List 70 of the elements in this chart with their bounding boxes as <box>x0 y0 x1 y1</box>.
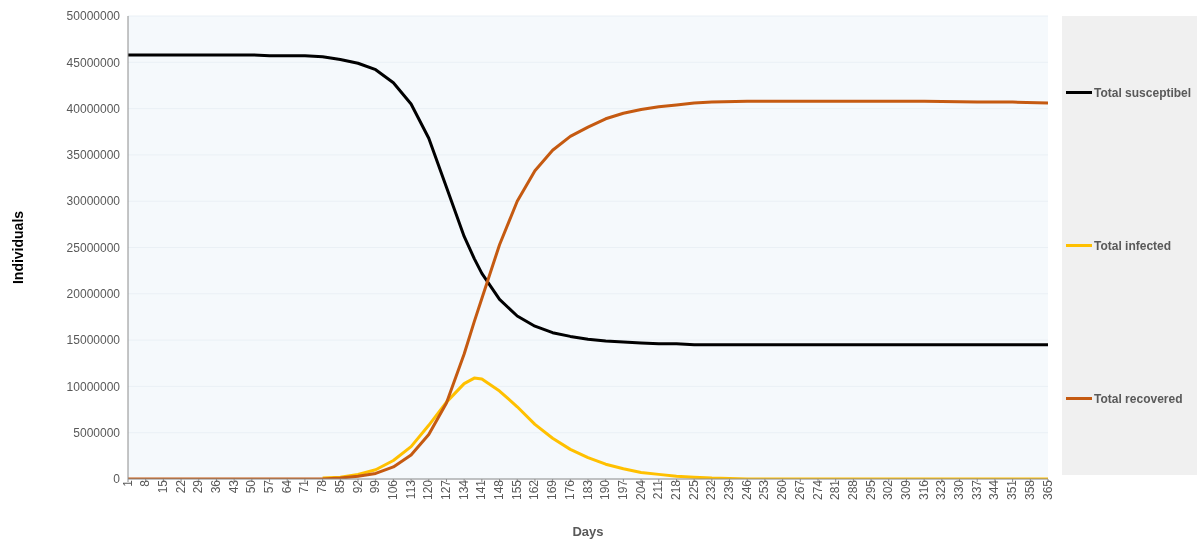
legend-label: Total susceptibel <box>1094 85 1192 100</box>
x-tick-label: 316 <box>916 479 931 501</box>
x-tick-label: 253 <box>757 479 772 501</box>
x-tick-label: 288 <box>845 479 860 501</box>
x-tick-label: 239 <box>722 479 737 501</box>
x-tick-label: 323 <box>934 479 949 501</box>
x-tick-label: 337 <box>969 479 984 501</box>
x-tick-label: 15 <box>155 479 170 494</box>
x-tick-label: 106 <box>385 479 400 501</box>
x-tick-label: 274 <box>810 479 825 501</box>
x-tick-label: 176 <box>562 479 577 501</box>
x-tick-label: 197 <box>615 479 630 501</box>
x-tick-label: 120 <box>421 479 436 501</box>
x-tick-label: 64 <box>279 479 294 494</box>
x-tick-label: 127 <box>438 479 453 501</box>
x-tick-label: 246 <box>739 479 754 501</box>
x-tick-label: 295 <box>863 479 878 501</box>
x-tick-label: 113 <box>403 479 418 500</box>
y-tick-label: 25000000 <box>66 240 121 255</box>
x-tick-label: 190 <box>598 479 613 501</box>
x-tick-label: 260 <box>775 479 790 501</box>
y-tick-label: 20000000 <box>66 287 121 302</box>
x-tick-label: 169 <box>545 479 560 501</box>
y-tick-label: 40000000 <box>66 101 121 116</box>
y-tick-label: 35000000 <box>66 148 121 163</box>
x-tick-label: 22 <box>173 479 188 494</box>
x-tick-label: 211 <box>651 479 666 500</box>
y-tick-label: 30000000 <box>66 194 121 209</box>
legend-label: Total recovered <box>1094 391 1183 406</box>
y-tick-label: 10000000 <box>66 379 121 394</box>
line-series <box>128 53 1048 347</box>
x-tick-label: 218 <box>668 479 683 501</box>
x-tick-label: 365 <box>1040 479 1055 501</box>
x-tick-label: 141 <box>474 479 489 501</box>
x-tick-label: 85 <box>332 479 347 494</box>
x-tick-label: 204 <box>633 479 648 501</box>
x-tick-label: 8 <box>138 479 153 487</box>
x-tick-label: 99 <box>368 479 383 494</box>
x-tick-label: 57 <box>262 479 277 494</box>
x-axis-title: Days <box>572 524 604 539</box>
x-tick-label: 281 <box>828 479 843 501</box>
x-tick-label: 302 <box>881 479 896 501</box>
x-tick-label: 225 <box>686 479 701 501</box>
x-tick-label: 344 <box>987 479 1002 501</box>
x-tick-label: 358 <box>1022 479 1037 501</box>
x-tick-label: 155 <box>509 479 524 501</box>
x-tick-label: 43 <box>226 479 241 494</box>
x-tick-label: 148 <box>492 479 507 501</box>
x-tick-label: 134 <box>456 479 471 501</box>
x-tick-label: 183 <box>580 479 595 501</box>
x-tick-label: 162 <box>527 479 542 501</box>
y-tick-label: 45000000 <box>66 55 121 70</box>
x-tick-label: 330 <box>952 479 967 501</box>
x-tick-label: 92 <box>350 479 365 494</box>
x-tick-label: 351 <box>1005 479 1020 501</box>
x-tick-label: 50 <box>244 479 259 494</box>
y-tick-label: 15000000 <box>66 333 121 348</box>
x-tick-label: 1 <box>120 479 135 487</box>
y-tick-label: 50000000 <box>66 9 121 24</box>
y-tick-label: 5000000 <box>73 425 121 440</box>
y-axis-title: Individuals <box>9 210 26 285</box>
x-tick-label: 78 <box>315 479 330 494</box>
x-tick-label: 309 <box>898 479 913 501</box>
x-tick-label: 267 <box>792 479 807 501</box>
legend-label: Total infected <box>1094 238 1172 253</box>
y-tick-label: 0 <box>113 472 121 487</box>
x-tick-label: 71 <box>297 479 312 494</box>
x-tick-label: 36 <box>208 479 223 494</box>
x-tick-label: 232 <box>704 479 719 501</box>
x-tick-label: 29 <box>191 479 206 494</box>
